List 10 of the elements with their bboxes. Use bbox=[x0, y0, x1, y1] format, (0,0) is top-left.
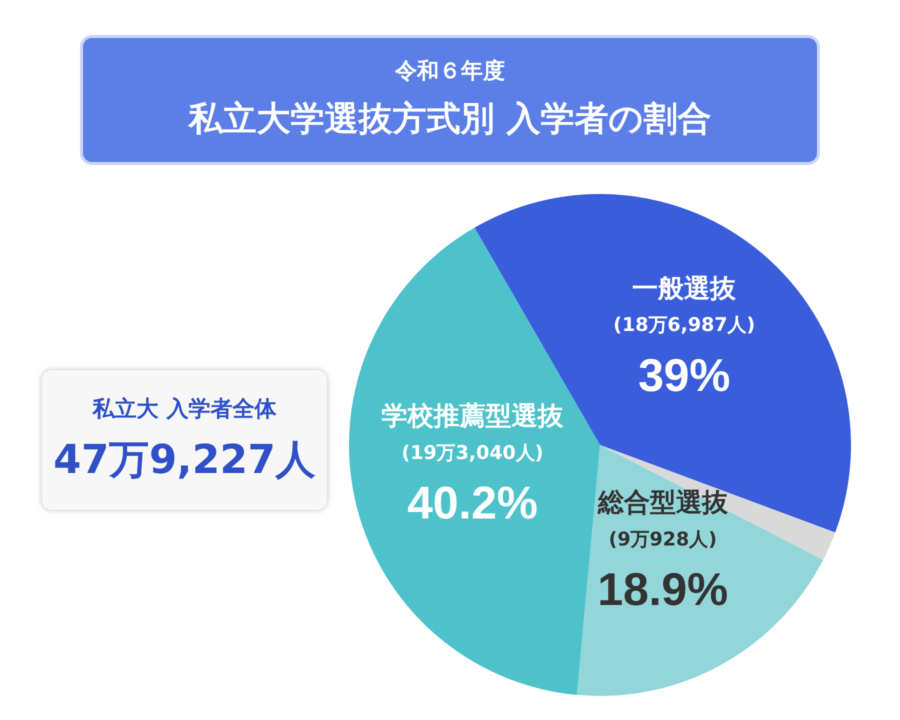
chart-title: 私立大学選抜方式別 入学者の割合 bbox=[186, 98, 712, 141]
data-label: 40.2% bbox=[407, 476, 538, 529]
data-label: 18.9% bbox=[598, 563, 728, 616]
data-label: 39% bbox=[638, 348, 730, 401]
slice-label: 総合型選抜 (9万928人) bbox=[596, 488, 729, 550]
text: 私立大 入学者全体 bbox=[91, 396, 278, 424]
slice-label: 学校推薦型選抜 (19万3,040人) bbox=[382, 402, 565, 464]
text: 47万9,227人 bbox=[52, 436, 317, 485]
chart-subtitle: 令和６年度 bbox=[394, 58, 506, 86]
slice-label: 一般選抜 (18万6,987人) bbox=[613, 274, 756, 336]
